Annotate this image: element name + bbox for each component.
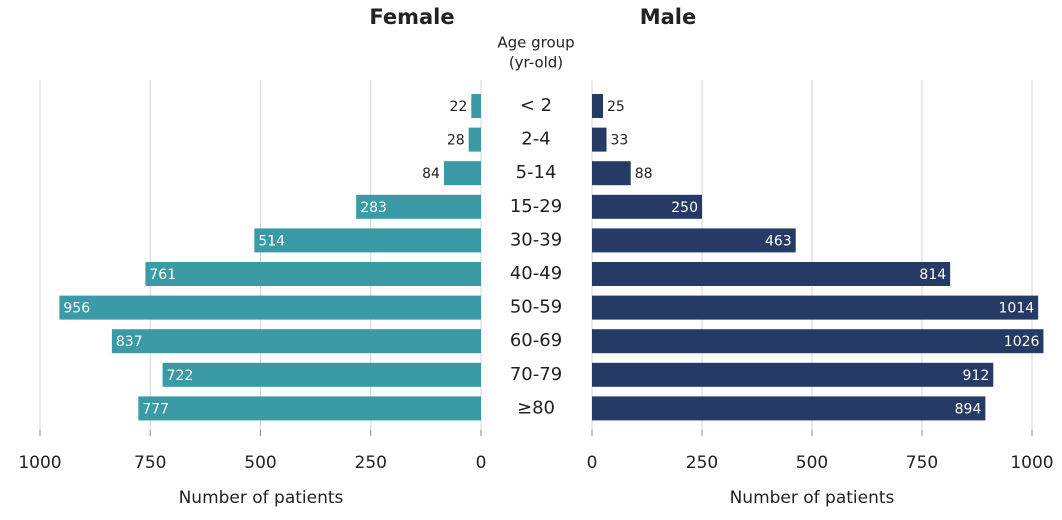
panel-title: Female: [369, 5, 454, 29]
category-label: 2-4: [521, 129, 550, 150]
category-label: 50-59: [510, 297, 562, 318]
value-label: 837: [116, 334, 143, 350]
value-label: 88: [635, 166, 653, 182]
value-label: 777: [142, 401, 169, 417]
category-label: ≥80: [517, 397, 555, 418]
bar: [592, 362, 994, 387]
category-label: < 2: [520, 95, 552, 116]
x-tick-label: 1000: [18, 453, 61, 473]
value-label: 250: [671, 200, 698, 216]
value-label: 814: [919, 267, 946, 283]
x-tick-label: 0: [587, 453, 598, 473]
x-tick-label: 250: [355, 453, 387, 473]
bar: [468, 127, 481, 152]
bar: [592, 262, 951, 286]
value-label: 894: [955, 401, 982, 417]
bar: [471, 94, 481, 118]
bar: [111, 329, 482, 354]
value-label: 463: [765, 233, 792, 249]
bar: [138, 396, 481, 421]
value-label: 956: [63, 301, 90, 317]
bar: [145, 262, 482, 286]
x-axis-label: Number of patients: [730, 488, 895, 508]
x-tick-label: 0: [476, 453, 487, 473]
value-label: 761: [149, 267, 176, 283]
value-label: 28: [447, 133, 465, 149]
panel-title: Male: [640, 5, 697, 29]
bar: [592, 295, 1039, 320]
bar: [443, 161, 481, 186]
x-tick-label: 1000: [1010, 453, 1053, 473]
category-label: 5-14: [516, 162, 557, 183]
category-label: 70-79: [510, 364, 562, 385]
category-label: 40-49: [510, 263, 562, 284]
bar: [592, 161, 631, 186]
x-tick-label: 250: [686, 453, 718, 473]
value-label: 84: [422, 166, 440, 182]
value-label: 283: [360, 200, 387, 216]
x-tick-label: 500: [796, 453, 828, 473]
bar: [592, 127, 607, 152]
bar: [162, 362, 481, 387]
category-label: 60-69: [510, 330, 562, 351]
bar: [592, 94, 603, 118]
bar: [592, 329, 1044, 354]
bar: [592, 396, 986, 421]
x-tick-label: 750: [134, 453, 166, 473]
value-label: 912: [963, 368, 990, 384]
x-tick-label: 750: [906, 453, 938, 473]
category-label: 30-39: [510, 229, 562, 250]
category-title: (yr-old): [509, 54, 563, 72]
bar: [59, 295, 482, 320]
category-label: 15-29: [510, 196, 562, 217]
value-label: 33: [611, 133, 629, 149]
value-label: 25: [607, 99, 625, 115]
value-label: 1014: [999, 301, 1035, 317]
bar: [356, 194, 481, 219]
value-label: 22: [449, 99, 467, 115]
value-label: 514: [258, 233, 285, 249]
value-label: 722: [167, 368, 194, 384]
bar: [592, 228, 796, 253]
bar: [254, 228, 481, 253]
bar: [592, 194, 702, 219]
category-title: Age group: [497, 34, 574, 52]
value-label: 1026: [1004, 334, 1040, 350]
x-tick-label: 500: [244, 453, 276, 473]
x-axis-label: Number of patients: [179, 488, 344, 508]
